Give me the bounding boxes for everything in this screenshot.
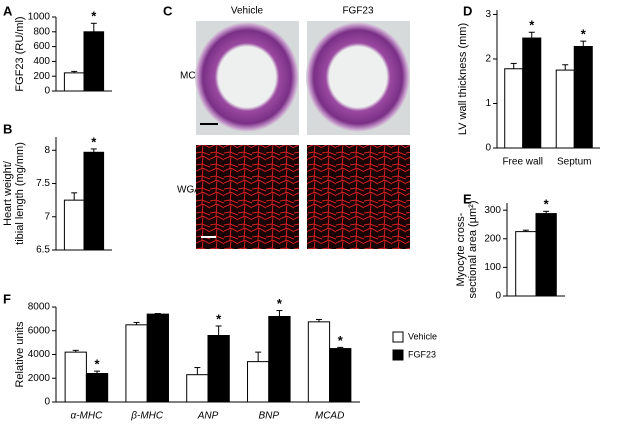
y-tick-label: 600 bbox=[33, 41, 50, 52]
significance-marker: * bbox=[91, 9, 97, 24]
bar bbox=[207, 335, 230, 403]
column-label: FGF23 bbox=[342, 6, 374, 17]
x-tick-label: α-MHC bbox=[70, 411, 103, 422]
bar bbox=[307, 321, 331, 403]
significance-marker: * bbox=[581, 27, 587, 42]
panel-letter: E bbox=[463, 191, 472, 206]
bar bbox=[83, 31, 105, 92]
y-axis-label: Myocyte cross- bbox=[455, 212, 467, 286]
bar bbox=[64, 351, 87, 403]
y-tick-label: 4000 bbox=[28, 349, 51, 360]
y-axis-label: FGF23 (RU/ml) bbox=[14, 16, 26, 91]
bar bbox=[146, 313, 169, 403]
y-tick-label: 1 bbox=[485, 98, 491, 109]
y-tick-label: 7 bbox=[44, 211, 50, 222]
significance-marker: * bbox=[95, 357, 101, 372]
y-axis-label: LV wall thickness (mm) bbox=[457, 23, 469, 135]
legend-label: FGF23 bbox=[408, 349, 436, 359]
y-tick-label: 3 bbox=[485, 9, 491, 20]
y-tick-label: 400 bbox=[33, 56, 50, 67]
bar bbox=[535, 213, 557, 297]
x-tick-label: β-MHC bbox=[130, 411, 164, 422]
bar bbox=[573, 46, 593, 149]
y-tick-label: 0 bbox=[44, 86, 50, 97]
y-tick-label: 2 bbox=[485, 54, 491, 65]
y-tick-label: 8000 bbox=[28, 302, 51, 313]
x-tick-label: BNP bbox=[259, 411, 280, 422]
y-tick-label: 300 bbox=[484, 205, 501, 216]
y-axis-label: tibial length (mg/mm) bbox=[14, 142, 26, 245]
y-tick-label: 100 bbox=[484, 262, 501, 273]
significance-marker: * bbox=[338, 333, 344, 348]
chart: D 0 1 2 3 LV wall thickness (mm) Free wall * Sep… bbox=[457, 3, 600, 168]
y-tick-label: 800 bbox=[33, 26, 50, 37]
y-tick-label: 200 bbox=[33, 71, 50, 82]
significance-marker: * bbox=[277, 296, 283, 311]
column-label: Vehicle bbox=[231, 6, 264, 17]
panel-letter: F bbox=[3, 291, 11, 306]
y-tick-label: 6000 bbox=[28, 325, 51, 336]
bar bbox=[125, 324, 148, 403]
panel-letter: B bbox=[3, 121, 12, 136]
x-tick-label: Septum bbox=[557, 157, 591, 168]
bar bbox=[83, 151, 105, 251]
bar bbox=[515, 231, 537, 297]
row-label: MC bbox=[180, 71, 196, 82]
y-axis-label: Relative units bbox=[14, 321, 26, 388]
y-tick-label: 200 bbox=[484, 233, 501, 244]
bar bbox=[247, 361, 270, 403]
legend-swatch bbox=[392, 331, 404, 343]
bar bbox=[329, 348, 352, 403]
micrograph bbox=[307, 145, 410, 249]
y-tick-label: 0 bbox=[44, 397, 50, 408]
y-tick-label: 1000 bbox=[28, 12, 51, 23]
significance-marker: * bbox=[529, 18, 535, 33]
bar bbox=[555, 69, 575, 149]
bar bbox=[63, 72, 85, 92]
bar bbox=[504, 68, 524, 149]
x-tick-label: ANP bbox=[197, 411, 219, 422]
heart-section bbox=[195, 22, 299, 132]
y-axis-label: Heart weight/ bbox=[2, 160, 14, 226]
chart: B 6.5 7 7.5 8 Heart weight/tibial length (mg/… bbox=[2, 121, 112, 256]
significance-marker: * bbox=[91, 134, 97, 149]
bar bbox=[85, 373, 109, 403]
y-tick-label: 2000 bbox=[28, 373, 51, 384]
y-tick-label: 8 bbox=[44, 145, 50, 156]
bar bbox=[522, 37, 542, 149]
y-tick-label: 0 bbox=[485, 143, 491, 154]
bar bbox=[186, 374, 209, 403]
panel-letter: D bbox=[463, 3, 472, 18]
micrograph bbox=[196, 145, 299, 249]
legend-swatch bbox=[392, 349, 404, 361]
y-tick-label: 6.5 bbox=[36, 245, 50, 256]
significance-marker: * bbox=[216, 311, 222, 326]
bar bbox=[268, 316, 291, 403]
image-panel: C Vehicle FGF23 MC WGA bbox=[163, 3, 410, 249]
x-tick-label: MCAD bbox=[315, 411, 344, 422]
y-tick-label: 7.5 bbox=[36, 178, 50, 189]
significance-marker: * bbox=[544, 197, 550, 212]
legend-label: Vehicle bbox=[408, 331, 437, 341]
row-label: WGA bbox=[177, 185, 201, 196]
panel-letter: A bbox=[3, 3, 13, 18]
chart: E 0 100 200 300 Myocyte cross-sectional area … bbox=[455, 191, 565, 302]
heart-section bbox=[306, 22, 410, 132]
y-axis-label: sectional area (µm²) bbox=[467, 200, 479, 298]
x-tick-label: Free wall bbox=[502, 157, 543, 168]
y-tick-label: 0 bbox=[495, 291, 501, 302]
panel-letter: C bbox=[163, 3, 173, 18]
bar bbox=[63, 199, 85, 251]
